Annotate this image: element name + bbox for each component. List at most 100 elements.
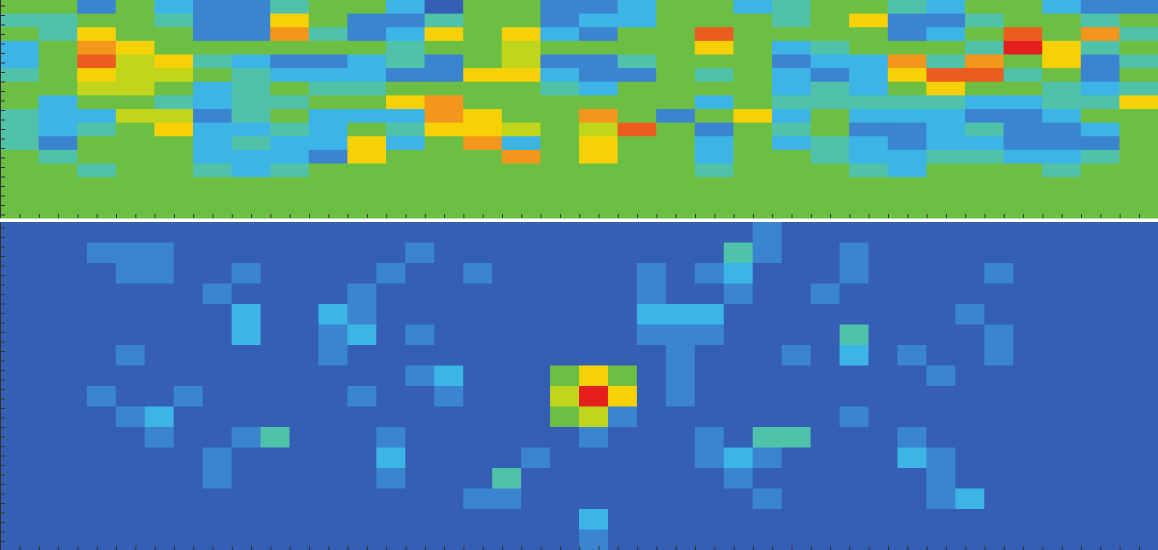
cell — [984, 406, 1014, 428]
cell — [0, 386, 30, 407]
cell — [694, 324, 725, 346]
cell — [1042, 95, 1082, 110]
cell — [579, 190, 619, 205]
cell — [926, 324, 956, 346]
cell — [260, 406, 290, 428]
cell — [810, 468, 841, 489]
cell — [733, 122, 773, 137]
cell — [57, 509, 88, 530]
cell — [434, 488, 464, 510]
cell — [173, 345, 204, 366]
cell — [926, 0, 966, 15]
cell — [308, 204, 348, 219]
cell — [318, 529, 348, 550]
cell — [434, 263, 464, 284]
cell — [540, 149, 580, 164]
cell — [868, 222, 898, 243]
cell — [308, 95, 348, 110]
cell — [810, 509, 841, 530]
cell — [405, 242, 435, 264]
cell — [405, 406, 435, 428]
cell — [752, 386, 783, 407]
cell — [665, 365, 696, 387]
cell — [607, 324, 638, 346]
cell — [810, 447, 841, 469]
cell — [463, 68, 503, 83]
cell — [607, 222, 638, 243]
cell — [193, 81, 233, 96]
cell — [28, 468, 59, 489]
cell — [115, 283, 146, 305]
cell — [550, 427, 580, 448]
cell — [868, 488, 898, 510]
cell — [887, 81, 927, 96]
cell — [1129, 529, 1158, 550]
cell — [1119, 163, 1158, 178]
cell — [694, 109, 734, 124]
cell — [849, 95, 889, 110]
cell — [231, 149, 271, 164]
cell — [57, 283, 88, 305]
cell — [463, 427, 493, 448]
cell — [752, 263, 783, 284]
cell — [868, 324, 898, 346]
cell — [897, 365, 927, 387]
cell — [1119, 177, 1158, 192]
cell — [984, 488, 1014, 510]
cell — [723, 427, 754, 448]
cell — [1080, 13, 1120, 28]
cell — [849, 13, 889, 28]
cell — [617, 149, 657, 164]
cell — [607, 365, 638, 387]
cell — [115, 122, 155, 137]
cell — [424, 190, 464, 205]
cell — [260, 324, 290, 346]
cell — [173, 283, 204, 305]
cell — [579, 304, 609, 325]
cell — [1100, 283, 1130, 305]
cell — [579, 529, 609, 550]
cell — [897, 509, 927, 530]
cell — [434, 509, 464, 530]
cell — [656, 204, 696, 219]
cell — [463, 27, 503, 42]
cell — [231, 122, 271, 137]
cell — [492, 509, 522, 530]
cell — [810, 109, 850, 124]
cell — [540, 81, 580, 96]
cell — [868, 529, 898, 550]
cell — [492, 365, 522, 387]
cell — [0, 54, 40, 69]
cell — [521, 447, 551, 469]
cell — [550, 447, 580, 469]
cell — [752, 468, 783, 489]
cell — [376, 242, 406, 264]
cell — [550, 222, 580, 243]
cell — [231, 263, 262, 284]
cell — [193, 204, 233, 219]
cell — [607, 304, 638, 325]
cell — [955, 283, 985, 305]
cell — [926, 222, 956, 243]
cell — [347, 468, 377, 489]
cell — [965, 136, 1005, 151]
cell — [579, 509, 609, 530]
cell — [540, 177, 580, 192]
cell — [733, 81, 773, 96]
cell — [617, 0, 657, 15]
cell — [810, 149, 850, 164]
cell — [926, 304, 956, 325]
cell — [955, 447, 985, 469]
cell — [270, 54, 310, 69]
cell — [984, 222, 1014, 243]
cell — [501, 40, 541, 55]
cell — [289, 488, 319, 510]
cell — [636, 242, 667, 264]
cell — [173, 263, 204, 284]
cell — [617, 204, 657, 219]
cell — [347, 81, 387, 96]
cell — [231, 40, 271, 55]
cell — [463, 283, 493, 305]
cell — [115, 324, 146, 346]
